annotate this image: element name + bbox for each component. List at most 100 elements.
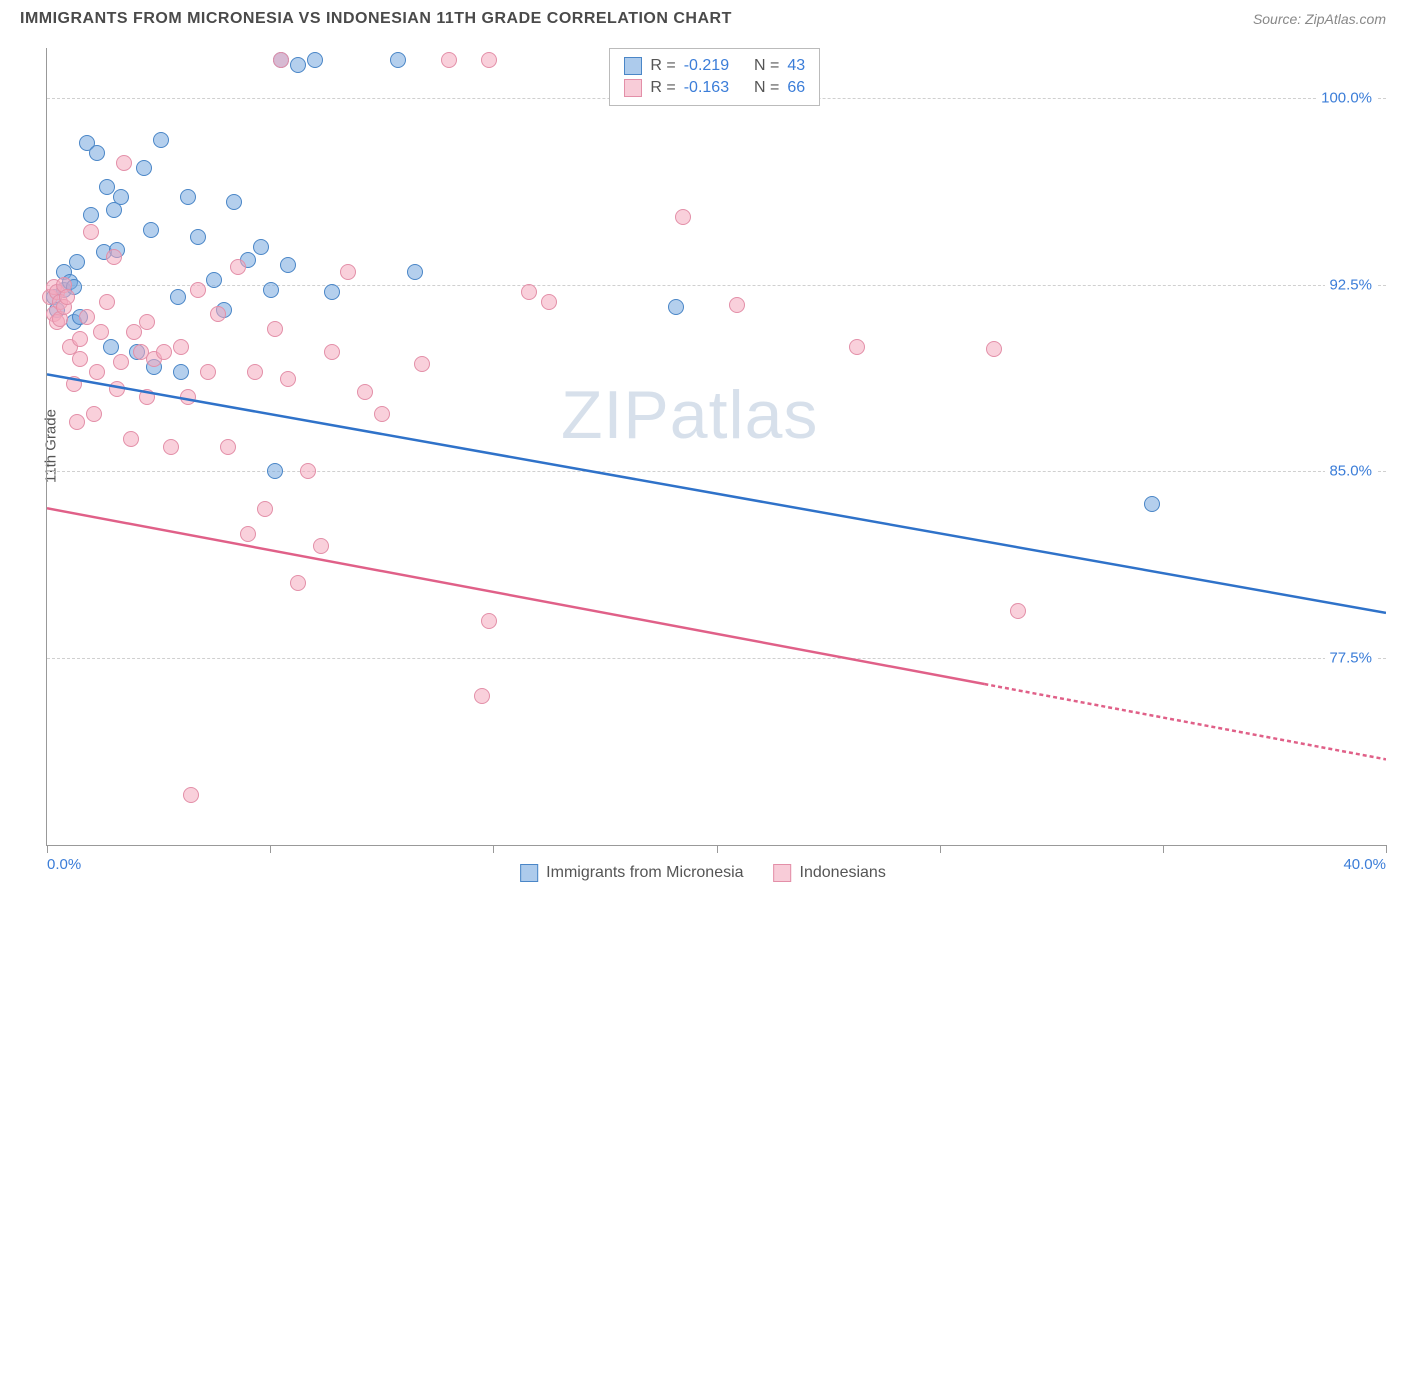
data-point bbox=[273, 52, 289, 68]
gridline bbox=[47, 285, 1386, 286]
data-point bbox=[66, 376, 82, 392]
data-point bbox=[374, 406, 390, 422]
data-point bbox=[83, 207, 99, 223]
data-point bbox=[307, 52, 323, 68]
data-point bbox=[123, 431, 139, 447]
data-point bbox=[1144, 496, 1160, 512]
y-tick-label: 100.0% bbox=[1317, 89, 1376, 106]
legend-swatch bbox=[624, 57, 642, 75]
data-point bbox=[206, 272, 222, 288]
data-point bbox=[116, 155, 132, 171]
legend-series: Immigrants from Micronesia Indonesians bbox=[520, 864, 886, 882]
data-point bbox=[106, 249, 122, 265]
data-point bbox=[257, 501, 273, 517]
data-point bbox=[729, 297, 745, 313]
legend-item: Indonesians bbox=[774, 864, 886, 882]
gridline bbox=[47, 658, 1386, 659]
x-tick bbox=[1163, 845, 1164, 853]
data-point bbox=[86, 406, 102, 422]
data-point bbox=[99, 294, 115, 310]
x-tick-label: 0.0% bbox=[47, 856, 81, 873]
data-point bbox=[143, 222, 159, 238]
data-point bbox=[290, 575, 306, 591]
y-tick-label: 92.5% bbox=[1325, 276, 1376, 293]
data-point bbox=[180, 189, 196, 205]
data-point bbox=[103, 339, 119, 355]
data-point bbox=[113, 189, 129, 205]
data-point bbox=[230, 259, 246, 275]
data-point bbox=[69, 254, 85, 270]
data-point bbox=[668, 299, 684, 315]
data-point bbox=[173, 339, 189, 355]
data-point bbox=[156, 344, 172, 360]
data-point bbox=[72, 331, 88, 347]
chart-title: IMMIGRANTS FROM MICRONESIA VS INDONESIAN… bbox=[20, 10, 732, 28]
data-point bbox=[541, 294, 557, 310]
chart-source: Source: ZipAtlas.com bbox=[1253, 11, 1386, 27]
data-point bbox=[89, 145, 105, 161]
data-point bbox=[849, 339, 865, 355]
data-point bbox=[190, 282, 206, 298]
data-point bbox=[263, 282, 279, 298]
data-point bbox=[109, 381, 125, 397]
data-point bbox=[390, 52, 406, 68]
y-tick-label: 77.5% bbox=[1325, 650, 1376, 667]
data-point bbox=[267, 321, 283, 337]
data-point bbox=[481, 613, 497, 629]
data-point bbox=[324, 344, 340, 360]
data-point bbox=[300, 463, 316, 479]
data-point bbox=[183, 787, 199, 803]
data-point bbox=[675, 209, 691, 225]
x-tick bbox=[717, 845, 718, 853]
legend-swatch bbox=[774, 864, 792, 882]
data-point bbox=[474, 688, 490, 704]
data-point bbox=[290, 57, 306, 73]
data-point bbox=[481, 52, 497, 68]
chart-area: 77.5%85.0%92.5%100.0%0.0%40.0% ZIPatlas … bbox=[46, 48, 1386, 846]
x-tick bbox=[1386, 845, 1387, 853]
legend-stats: R = -0.219 N = 43R = -0.163 N = 66 bbox=[609, 48, 820, 106]
legend-stat-row: R = -0.163 N = 66 bbox=[624, 77, 805, 99]
data-point bbox=[1010, 603, 1026, 619]
data-point bbox=[324, 284, 340, 300]
data-point bbox=[253, 239, 269, 255]
data-point bbox=[180, 389, 196, 405]
x-tick bbox=[270, 845, 271, 853]
data-point bbox=[200, 364, 216, 380]
gridline bbox=[47, 471, 1386, 472]
data-point bbox=[280, 257, 296, 273]
data-point bbox=[240, 526, 256, 542]
data-point bbox=[414, 356, 430, 372]
data-point bbox=[986, 341, 1002, 357]
data-point bbox=[190, 229, 206, 245]
data-point bbox=[72, 351, 88, 367]
data-point bbox=[521, 284, 537, 300]
legend-item: Immigrants from Micronesia bbox=[520, 864, 743, 882]
data-point bbox=[226, 194, 242, 210]
data-point bbox=[83, 224, 99, 240]
data-point bbox=[407, 264, 423, 280]
data-point bbox=[173, 364, 189, 380]
data-point bbox=[79, 309, 95, 325]
x-tick bbox=[940, 845, 941, 853]
data-point bbox=[59, 289, 75, 305]
data-point bbox=[113, 354, 129, 370]
data-point bbox=[139, 389, 155, 405]
data-point bbox=[313, 538, 329, 554]
legend-swatch bbox=[520, 864, 538, 882]
data-point bbox=[69, 414, 85, 430]
x-tick bbox=[493, 845, 494, 853]
data-point bbox=[170, 289, 186, 305]
data-point bbox=[441, 52, 457, 68]
data-point bbox=[357, 384, 373, 400]
data-point bbox=[163, 439, 179, 455]
data-point bbox=[89, 364, 105, 380]
data-point bbox=[126, 324, 142, 340]
data-point bbox=[139, 314, 155, 330]
legend-stat-row: R = -0.219 N = 43 bbox=[624, 55, 805, 77]
data-point bbox=[136, 160, 152, 176]
y-tick-label: 85.0% bbox=[1325, 463, 1376, 480]
data-point bbox=[340, 264, 356, 280]
data-point bbox=[220, 439, 236, 455]
x-tick bbox=[47, 845, 48, 853]
